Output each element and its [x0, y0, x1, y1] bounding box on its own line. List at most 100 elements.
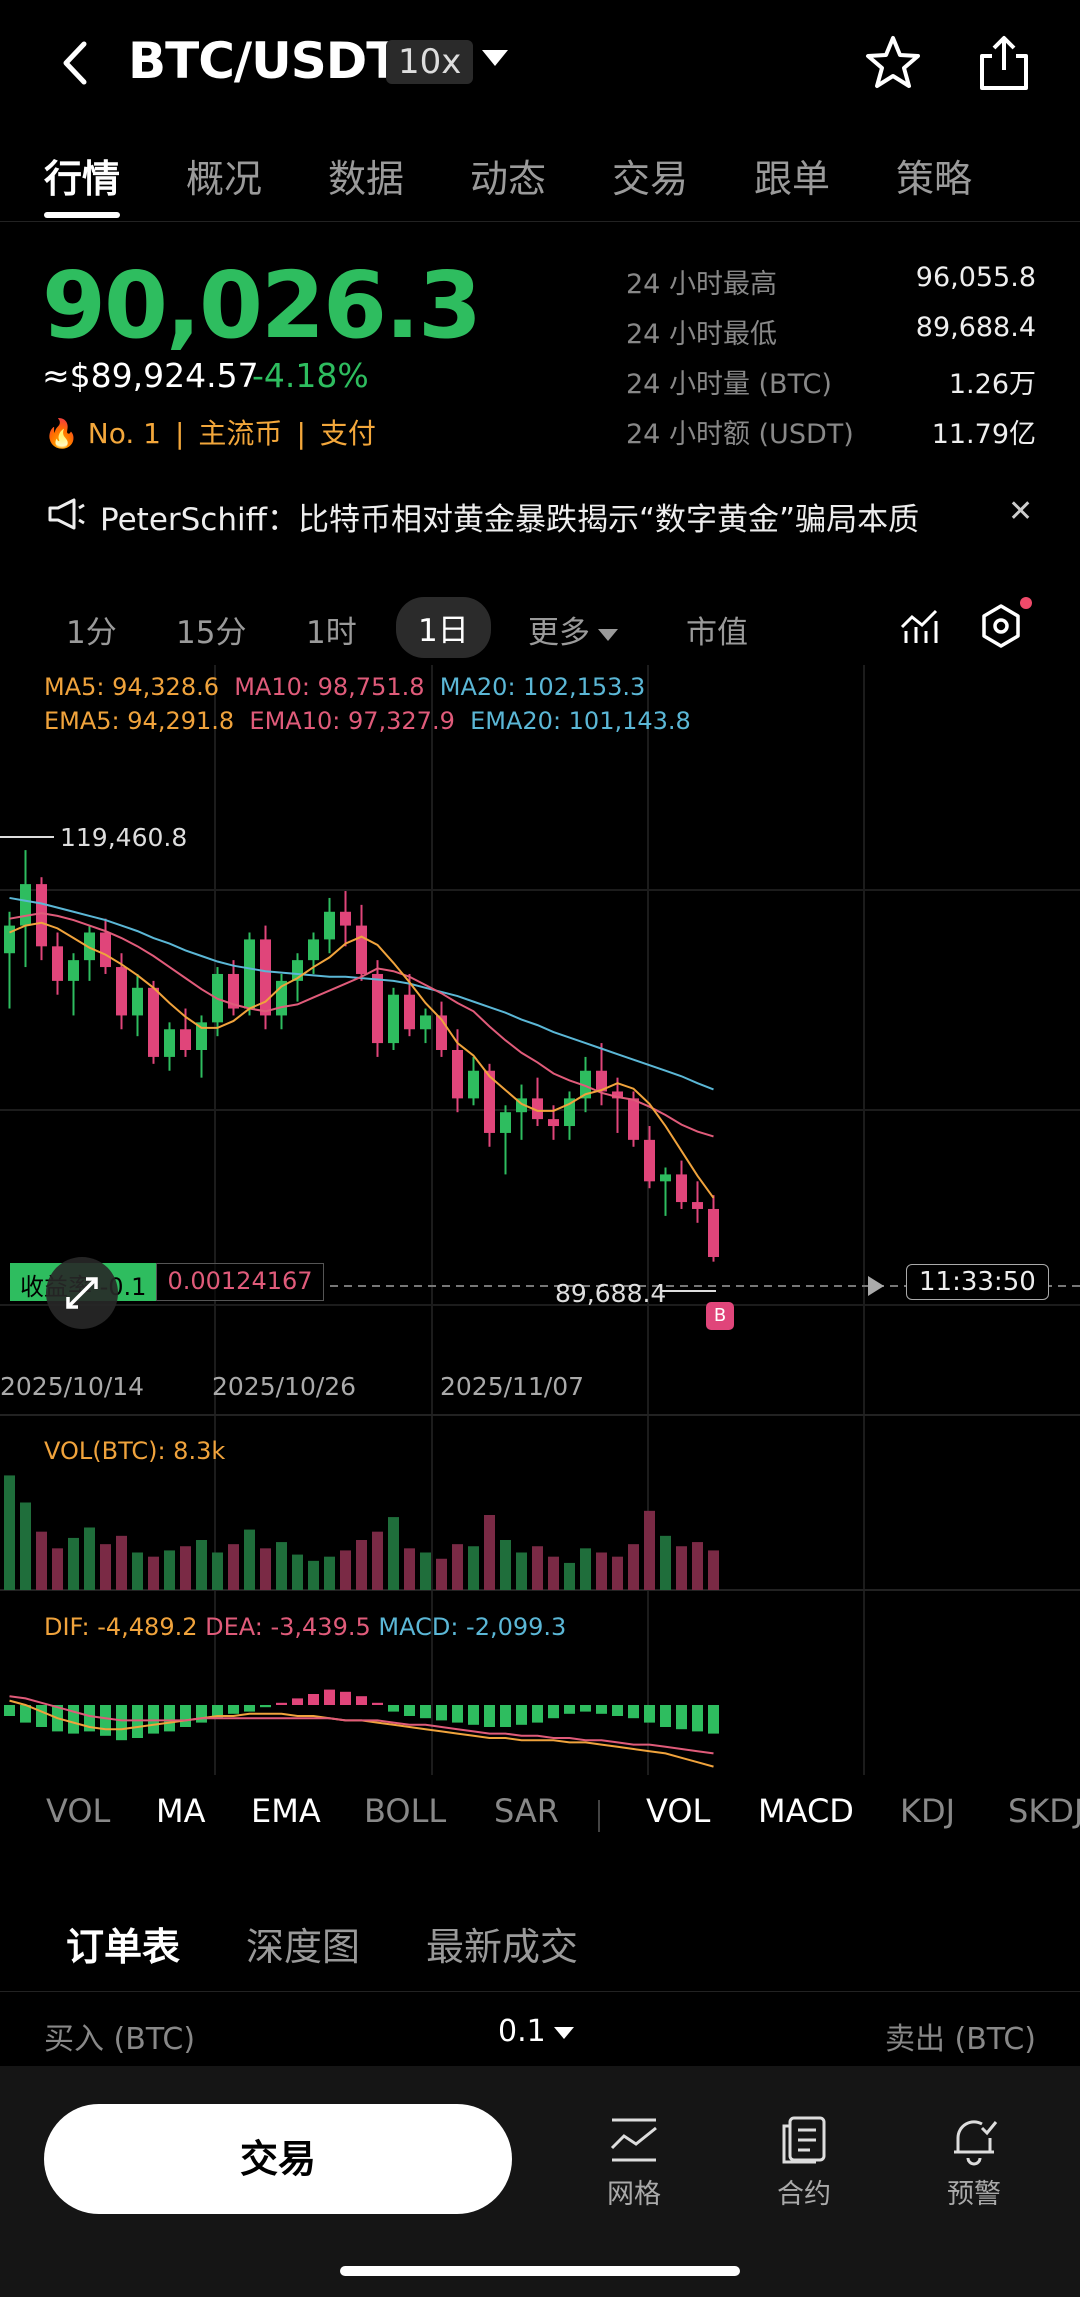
rank-label[interactable]: No. 1: [87, 417, 161, 450]
macd-bar: [116, 1705, 127, 1741]
candle-body: [596, 1070, 607, 1092]
candle-body: [580, 1070, 591, 1099]
volume-bar: [180, 1546, 191, 1590]
star-icon[interactable]: [864, 34, 922, 92]
ma5-line: [9, 921, 715, 1199]
ind-skdj[interactable]: SKDJ: [1008, 1792, 1080, 1830]
volume-bar: [532, 1546, 543, 1590]
step-select[interactable]: 0.1: [498, 2014, 574, 2049]
contract-button[interactable]: 合约: [744, 2114, 864, 2211]
tab-trade[interactable]: 交易: [612, 157, 689, 201]
tab-data[interactable]: 数据: [328, 157, 405, 201]
volume-bar: [164, 1550, 175, 1590]
ind-vol-sub[interactable]: VOL: [646, 1792, 711, 1830]
macd-bar: [676, 1705, 687, 1730]
news-text[interactable]: PeterSchiff：比特币相对黄金暴跌揭示“数字黄金”骗局本质: [100, 502, 920, 538]
home-indicator[interactable]: [340, 2266, 740, 2276]
tag-mainstream[interactable]: 主流币: [198, 417, 283, 450]
main-tabs: 行情 概况 数据 动态 交易 跟单 策略: [0, 140, 1080, 222]
expand-icon: [66, 1277, 98, 1309]
tab-depth[interactable]: 深度图: [246, 1925, 361, 1969]
close-icon[interactable]: ✕: [1008, 494, 1034, 529]
macd-bar: [340, 1691, 351, 1705]
share-icon[interactable]: [976, 34, 1032, 92]
grid-label: 网格: [607, 2179, 661, 2210]
ema-legend: EMA5: 94,291.8 EMA10: 97,327.9 EMA20: 10…: [44, 707, 691, 735]
candle-body: [148, 987, 159, 1057]
price-change: -4.18%: [252, 356, 369, 395]
macd-bar: [20, 1705, 31, 1723]
ind-vol-main[interactable]: VOL: [46, 1792, 111, 1830]
macd-bar: [196, 1705, 207, 1723]
kline-chart[interactable]: MA5: 94,328.6 MA10: 98,751.8 MA20: 102,1…: [0, 665, 1080, 1775]
tab-overview[interactable]: 概况: [186, 157, 263, 201]
buy-marker[interactable]: B: [706, 1302, 734, 1330]
ind-macd[interactable]: MACD: [758, 1792, 854, 1830]
macd-bar: [308, 1694, 319, 1705]
volume-bar: [100, 1544, 111, 1590]
interval-15m[interactable]: 15分: [176, 615, 247, 651]
interval-1m[interactable]: 1分: [66, 615, 117, 651]
tab-strategy[interactable]: 策略: [896, 157, 973, 201]
rank-row: 🔥 No. 1 | 主流币 | 支付: [44, 417, 376, 450]
bell-icon: [954, 2120, 998, 2166]
volume-bar: [212, 1552, 223, 1590]
tab-orderbook[interactable]: 订单表: [66, 1925, 181, 1969]
ind-ema[interactable]: EMA: [251, 1792, 321, 1830]
macd-bar: [276, 1702, 287, 1705]
divider: [598, 1800, 600, 1832]
interval-more[interactable]: 更多: [528, 607, 618, 652]
volume-bar: [260, 1548, 271, 1590]
contract-icon: [782, 2116, 826, 2164]
grid-button[interactable]: 网格: [574, 2114, 694, 2211]
interval-1d[interactable]: 1日: [396, 597, 491, 658]
fullscreen-button[interactable]: [46, 1257, 118, 1329]
candle-body: [452, 1050, 463, 1099]
tab-news[interactable]: 动态: [470, 157, 547, 201]
kline-svg[interactable]: [0, 665, 1080, 1775]
macd-bar: [212, 1705, 223, 1719]
settings-icon[interactable]: [978, 603, 1024, 649]
tab-copy[interactable]: 跟单: [754, 157, 831, 201]
macd-bar: [708, 1705, 719, 1734]
back-icon[interactable]: [56, 38, 96, 88]
ind-boll[interactable]: BOLL: [364, 1792, 447, 1830]
candle-body: [308, 939, 319, 961]
candle-body: [132, 987, 143, 1016]
volume-bar: [4, 1475, 15, 1590]
tab-latest-trades[interactable]: 最新成交: [426, 1925, 579, 1969]
macd-bar: [628, 1705, 639, 1719]
macd-value-legend: MACD: -2,099.3: [378, 1613, 567, 1641]
leverage-badge[interactable]: 10x: [386, 40, 474, 84]
macd-bar: [36, 1705, 47, 1727]
candle-body: [196, 1022, 207, 1050]
news-banner[interactable]: PeterSchiff：比特币相对黄金暴跌揭示“数字黄金”骗局本质 ✕: [0, 490, 1080, 540]
trade-button[interactable]: 交易: [44, 2104, 512, 2214]
tag-payment[interactable]: 支付: [319, 417, 376, 450]
volume-bar: [580, 1548, 591, 1590]
interval-marketcap[interactable]: 市值: [686, 615, 748, 651]
ind-kdj[interactable]: KDJ: [900, 1792, 956, 1830]
alert-button[interactable]: 预警: [914, 2114, 1034, 2211]
volume-bar: [468, 1546, 479, 1590]
volume-bar: [292, 1554, 303, 1590]
dif-legend: DIF: -4,489.2: [44, 1613, 198, 1641]
macd-bar: [548, 1705, 559, 1719]
interval-more-label: 更多: [528, 615, 590, 651]
macd-bar: [4, 1705, 15, 1716]
indicator-icon[interactable]: [898, 605, 940, 647]
dea-legend: DEA: -3,439.5: [205, 1613, 371, 1641]
macd-bar: [484, 1705, 495, 1727]
stat-value: 11.79亿: [931, 419, 1036, 450]
interval-1h[interactable]: 1时: [306, 615, 357, 651]
ind-ma[interactable]: MA: [156, 1792, 206, 1830]
pair-title[interactable]: BTC/USDT: [128, 32, 400, 90]
tab-market[interactable]: 行情: [44, 157, 121, 201]
ind-sar[interactable]: SAR: [494, 1792, 560, 1830]
volume-bar: [372, 1531, 383, 1590]
position-size: 0.00124167: [156, 1263, 324, 1301]
candle-body: [276, 980, 287, 1016]
chevron-down-icon[interactable]: [482, 50, 508, 66]
candle-body: [692, 1202, 703, 1209]
alert-label: 预警: [947, 2179, 1001, 2210]
